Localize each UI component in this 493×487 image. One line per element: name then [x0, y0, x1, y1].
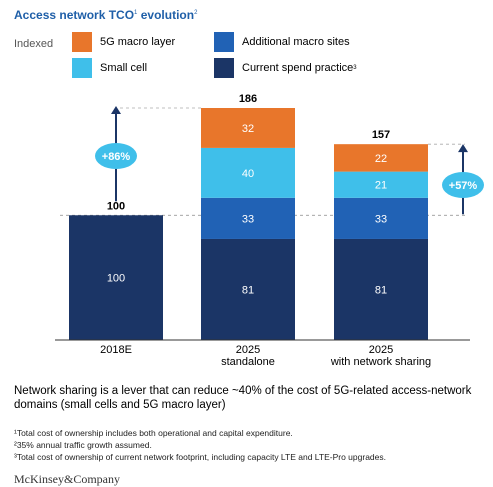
footnote-2: ²35% annual traffic growth assumed. [14, 440, 152, 450]
growth-bubble-standalone [95, 143, 137, 169]
bar-segment-5g-macro-layer [334, 144, 428, 172]
segment-value-label: 32 [242, 123, 254, 135]
legend-label: Current spend practice [242, 62, 354, 74]
growth-label-sharing: +57% [449, 180, 478, 192]
segment-value-label: 40 [242, 168, 254, 180]
bar-segment-small-cell [334, 171, 428, 198]
mckinsey-logo: McKinsey&Company [14, 472, 120, 486]
stacked-bar-chart: 1001002018E813340321862025standalone8133… [55, 93, 484, 368]
category-label: 2025 [369, 344, 393, 356]
footnote-3: ³Total cost of ownership of current netw… [14, 452, 386, 462]
legend-item-additional-macro-sites: Additional macro sites [214, 32, 350, 52]
legend-swatch [214, 58, 234, 78]
bar-segment-current-spend-practice [334, 238, 428, 340]
summary-text: Network sharing is a lever that can redu… [14, 385, 472, 411]
growth-label-standalone: +86% [102, 151, 131, 163]
legend-footnote-mark: 3 [353, 65, 357, 71]
legend-label: Additional macro sites [242, 36, 350, 48]
bar-segment-current-spend-practice [201, 238, 295, 340]
chart-title: Access network TCO1 evolution2 [14, 8, 198, 22]
legend-swatch [72, 58, 92, 78]
bar-segment-small-cell [201, 147, 295, 198]
bar-segment-additional-macro-sites [334, 197, 428, 239]
segment-value-label: 81 [242, 284, 254, 296]
growth-bubble-sharing [442, 172, 484, 198]
bar-total-label: 100 [107, 200, 125, 212]
footnote-1: ¹Total cost of ownership includes both o… [14, 428, 293, 438]
legend-item-current-spend-practice: Current spend practice 3 [214, 58, 357, 78]
category-label: standalone [221, 356, 275, 368]
legend-swatch [72, 32, 92, 52]
category-label: 2025 [236, 344, 260, 356]
segment-value-label: 21 [375, 180, 387, 192]
category-label: 2018E [100, 344, 132, 356]
legend-label: 5G macro layer [100, 36, 176, 48]
bar-total-label: 186 [239, 93, 257, 105]
segment-value-label: 100 [107, 273, 125, 285]
growth-arrow-standalone-head [111, 106, 121, 114]
legend-label: Small cell [100, 62, 148, 74]
growth-arrow-sharing-head [458, 144, 468, 153]
legend-item-small-cell: Small cell [72, 58, 147, 78]
bar-segment-current-spend-practice [69, 215, 163, 340]
indexed-label: Indexed [14, 38, 54, 50]
segment-value-label: 33 [242, 213, 254, 225]
category-label: with network sharing [330, 356, 431, 368]
segment-value-label: 22 [375, 153, 387, 165]
bar-segment-5g-macro-layer [201, 108, 295, 148]
legend-item-5g-macro-layer: 5G macro layer [72, 32, 175, 52]
segment-value-label: 33 [375, 213, 387, 225]
legend-swatch [214, 32, 234, 52]
bar-total-label: 157 [372, 129, 390, 141]
segment-value-label: 81 [375, 284, 387, 296]
bar-segment-additional-macro-sites [201, 197, 295, 239]
